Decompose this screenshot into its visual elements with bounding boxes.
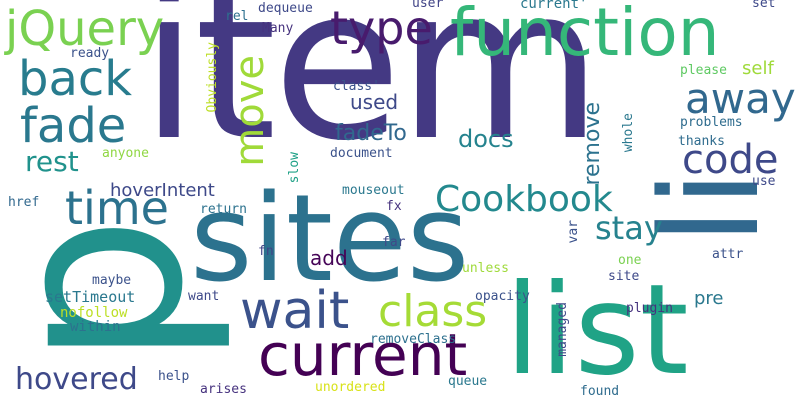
word-site: site <box>608 269 640 284</box>
word-plugin: plugin <box>626 301 673 316</box>
word-current-quote: current' <box>520 0 588 12</box>
word-list: list <box>505 258 689 400</box>
word-document: document <box>330 146 393 161</box>
word-set: set <box>752 0 776 11</box>
word-arises: arises <box>200 382 247 397</box>
word-time: time <box>65 181 169 235</box>
word-var: var <box>566 220 581 244</box>
word-docs: docs <box>458 125 514 153</box>
word-sites: sites <box>190 170 470 309</box>
word-wait: wait <box>240 281 350 341</box>
word-within: within <box>70 319 121 335</box>
word-used: used <box>350 90 399 114</box>
word-away: away <box>685 74 796 123</box>
word-hoverintent: hoverIntent <box>110 180 215 201</box>
word-thanks: thanks <box>678 134 725 149</box>
word-item: item <box>140 0 602 187</box>
word-cookbook: Cookbook <box>435 179 613 220</box>
word-return: return <box>200 202 247 217</box>
word-rel: rel <box>225 9 249 24</box>
word-help: help <box>158 369 190 384</box>
word-mouseout: mouseout <box>342 183 405 198</box>
word-hovered: hovered <box>15 362 138 397</box>
word-code: code <box>682 137 779 183</box>
word-nofollow: nofollow <box>60 305 128 321</box>
word-ready: ready <box>70 46 110 61</box>
word-use: use <box>752 174 776 189</box>
word-self: self <box>742 58 774 79</box>
word-user: user <box>412 0 444 11</box>
word-dequeue: dequeue <box>258 1 313 16</box>
word-one: one <box>618 253 642 268</box>
word-href: href <box>8 195 40 210</box>
word-far: far <box>382 235 406 250</box>
word-opacity: opacity <box>475 289 530 304</box>
word-queue: queue <box>448 374 488 389</box>
word-anyone: anyone <box>102 146 149 161</box>
word-many: Many <box>262 21 294 36</box>
word-attr: attr <box>712 247 744 262</box>
word-back: back <box>18 51 133 107</box>
word-managed: managed <box>555 302 570 357</box>
word-jquery: jQuery <box>5 1 165 57</box>
word-fade: fade <box>20 98 127 154</box>
word-fn: fn <box>258 244 274 259</box>
word-unordered: unordered <box>315 380 386 395</box>
word-slow: slow <box>287 152 302 184</box>
word-rest: rest <box>25 145 79 178</box>
word-whole: whole <box>621 113 636 153</box>
word-class: class <box>378 286 488 337</box>
word-remove: remove <box>580 102 605 186</box>
word-obviously: Obviously <box>205 42 220 113</box>
word-want: want <box>188 289 220 304</box>
word-unless: unless <box>462 261 509 276</box>
word-please: please <box>680 63 727 78</box>
word-class-quote: class' <box>333 79 380 94</box>
word-add: add <box>310 246 348 270</box>
word-type: type <box>330 1 433 55</box>
word-stay: stay <box>595 209 663 247</box>
word-maybe: maybe <box>92 273 132 288</box>
word-fadeto: fadeTo <box>335 121 407 146</box>
word-pre: pre <box>694 288 724 309</box>
word-settimeout: setTimeout <box>45 288 136 306</box>
word-found: found <box>580 384 620 399</box>
word-move: move <box>227 55 273 167</box>
word-current: current <box>258 321 468 389</box>
word-fx: fx <box>386 199 402 214</box>
word-problems: problems <box>680 115 743 130</box>
word-function: function <box>450 0 720 71</box>
word-removeclass: removeClass <box>370 332 457 347</box>
